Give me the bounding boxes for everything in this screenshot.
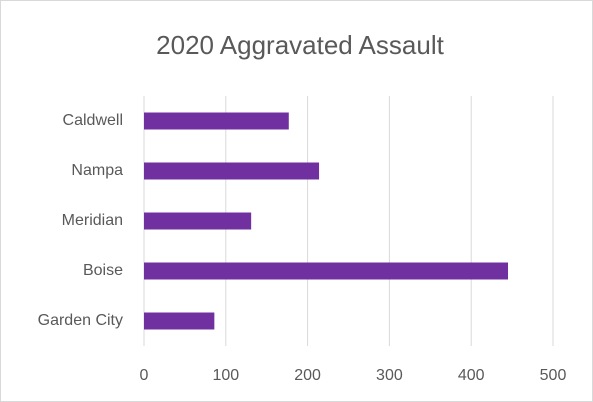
y-tick-label: Garden City: [38, 312, 123, 329]
bar: [144, 112, 289, 130]
bar: [144, 162, 320, 180]
x-tick-label: 200: [294, 367, 321, 384]
x-tick-label: 300: [376, 367, 403, 384]
y-tick-label: Boise: [83, 262, 123, 279]
y-tick-label: Nampa: [71, 162, 123, 179]
x-tick-label: 0: [140, 367, 149, 384]
bar: [144, 262, 509, 280]
x-tick-label: 400: [458, 367, 485, 384]
bar: [144, 212, 252, 230]
bar: [144, 312, 215, 330]
y-tick-label: Caldwell: [63, 112, 123, 129]
x-tick-label: 100: [212, 367, 239, 384]
y-tick-label: Meridian: [62, 212, 123, 229]
x-tick-label: 500: [540, 367, 567, 384]
chart-title: 2020 Aggravated Assault: [156, 30, 444, 60]
